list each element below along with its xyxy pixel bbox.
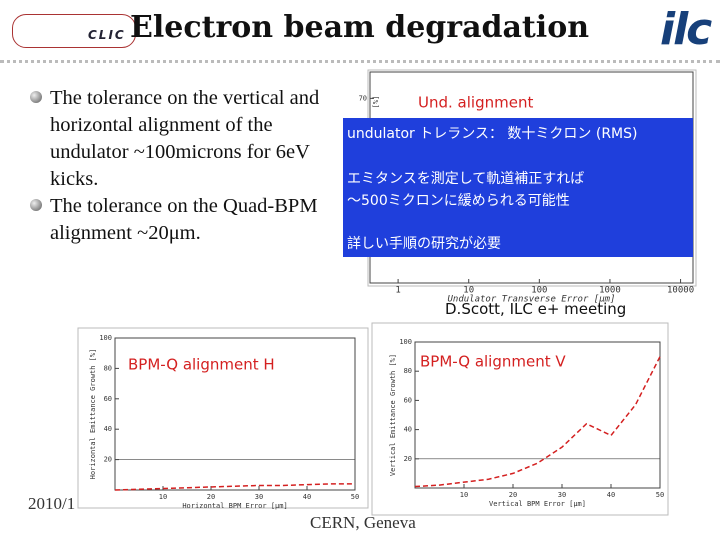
y-tick-label: 80 (104, 364, 112, 372)
y-tick-label: 100 (99, 334, 112, 342)
note-line: undulator トレランス： 数十ミクロン (RMS) (347, 126, 638, 142)
x-tick-label: 1000 (599, 286, 621, 296)
note-line: エミタンスを測定して軌道補正すれば (347, 171, 585, 187)
bullet-list: The tolerance on the vertical and horizo… (30, 85, 330, 247)
x-tick-label: 20 (207, 493, 215, 501)
note-line: 詳しい手順の研究が必要 (347, 236, 501, 252)
y-tick-label: 70 (359, 94, 367, 102)
x-tick-label: 20 (509, 491, 517, 499)
x-tick-label: 10 (460, 491, 468, 499)
footer-date: 2010/1 (28, 494, 76, 513)
bullet: The tolerance on the Quad-BPM alignment … (30, 193, 330, 247)
data-line (114, 483, 355, 491)
x-tick-label: 30 (255, 493, 263, 501)
note-line: ～500ミクロンに緩められる可能性 (347, 193, 570, 209)
x-axis-label: Horizontal BPM Error [μm] (182, 502, 287, 510)
y-tick-label: 20 (404, 455, 412, 463)
x-tick-label: 10000 (667, 286, 694, 296)
y-tick-label: 40 (104, 425, 112, 433)
bullet-text: The tolerance on the vertical and horizo… (50, 87, 320, 190)
x-tick-label: 1 (395, 286, 400, 296)
plot-title: BPM-Q alignment V (420, 353, 566, 371)
plot-title: Und. alignment (418, 94, 533, 112)
y-axis-label: Vertical Emittance Growth [%] (389, 354, 397, 476)
x-tick-label: 10 (463, 286, 474, 296)
footer-venue: CERN, Geneva (310, 513, 416, 532)
plot-frame (77, 327, 369, 509)
x-axis-label: Vertical BPM Error [μm] (489, 500, 586, 508)
credit: D.Scott, ILC e+ meeting (445, 300, 627, 318)
bullet-text: The tolerance on the Quad-BPM alignment … (50, 195, 318, 244)
x-tick-label: 40 (607, 491, 615, 499)
x-tick-label: 100 (531, 286, 547, 296)
y-tick-label: 60 (404, 396, 412, 404)
x-tick-label: 10 (159, 493, 167, 501)
logo-left: CLIC (88, 28, 126, 42)
y-axis-label: [%] (372, 96, 380, 109)
x-tick-label: 50 (351, 493, 359, 501)
y-tick-label: 40 (404, 426, 412, 434)
logo-left-frame (12, 14, 136, 48)
bullet: The tolerance on the vertical and horizo… (30, 85, 330, 193)
y-tick-label: 100 (399, 338, 412, 346)
y-tick-label: 20 (104, 456, 112, 464)
plot-frame (371, 322, 669, 516)
x-tick-label: 30 (558, 491, 566, 499)
x-tick-label: 40 (303, 493, 311, 501)
y-tick-label: 80 (404, 367, 412, 375)
plot-area (414, 341, 661, 489)
x-tick-label: 50 (656, 491, 664, 499)
slide-title: Electron beam degradation (130, 10, 590, 45)
data-line (414, 356, 661, 488)
divider (0, 60, 720, 63)
x-axis-label: Undulator Transverse Error [μm] (448, 295, 616, 305)
plot-title: BPM-Q alignment H (128, 356, 275, 374)
y-tick-label: 60 (104, 395, 112, 403)
y-axis-label: Horizontal Emittance Growth [%] (89, 349, 97, 480)
note-box: undulator トレランス： 数十ミクロン (RMS) エミタンスを測定して… (343, 118, 693, 257)
logo-right: ilc (660, 4, 712, 55)
plot-area (114, 337, 356, 491)
